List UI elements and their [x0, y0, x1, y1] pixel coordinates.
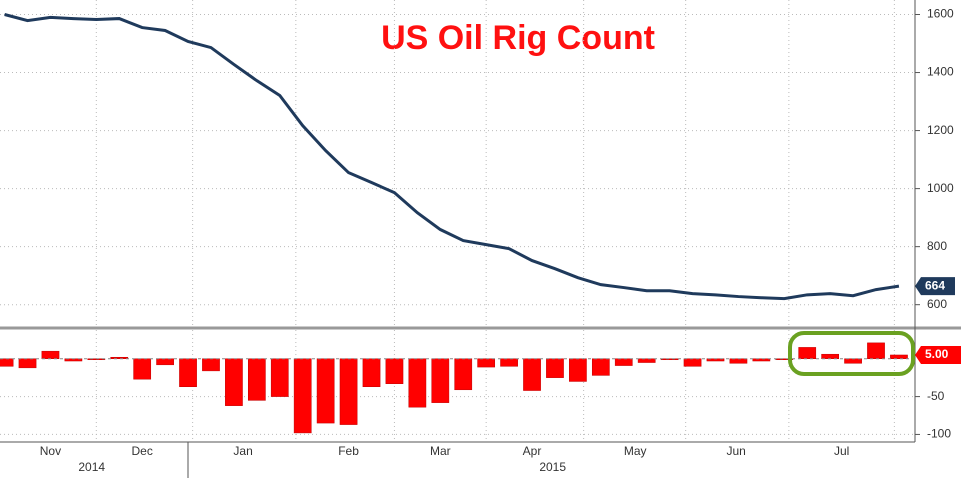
last-value-flag — [915, 277, 955, 296]
bar — [316, 358, 335, 424]
bar — [637, 358, 656, 363]
y-tick-label: 800 — [927, 239, 947, 253]
year-label: 2014 — [78, 460, 105, 474]
x-tick-label: Nov — [40, 444, 61, 458]
highlight-annotation — [788, 331, 915, 376]
x-tick-label: Jan — [233, 444, 252, 458]
x-tick-label: May — [624, 444, 647, 458]
bar — [18, 358, 37, 369]
bar — [225, 358, 243, 406]
x-tick-label: Jul — [834, 444, 849, 458]
bar — [729, 358, 748, 364]
x-tick-label: Mar — [430, 444, 451, 458]
bar — [867, 342, 885, 360]
bar — [683, 358, 702, 367]
bar — [110, 356, 129, 360]
bar — [339, 358, 358, 425]
chart-title: US Oil Rig Count — [381, 19, 655, 57]
bar — [202, 358, 220, 372]
y-tick-label: 1400 — [927, 65, 954, 79]
bar — [660, 358, 679, 361]
year-label: 2015 — [539, 460, 566, 474]
bar — [821, 353, 840, 360]
x-tick-label: Dec — [132, 444, 153, 458]
bar — [798, 347, 817, 360]
bar — [844, 358, 862, 364]
y-tick-label: 1600 — [927, 7, 954, 21]
line — [4, 13, 900, 301]
bar — [385, 358, 404, 384]
bar — [500, 358, 518, 367]
last-value-label: 664 — [925, 278, 945, 292]
bar — [614, 358, 633, 366]
bar — [523, 358, 541, 391]
bar — [569, 358, 587, 382]
last-value-label: 5.00 — [925, 347, 949, 361]
x-tick-label: Jun — [726, 444, 745, 458]
y-tick-label: -100 — [927, 427, 951, 441]
last-value-flag — [915, 345, 961, 364]
bar — [591, 358, 610, 376]
y-tick-label: 600 — [927, 297, 947, 311]
y-tick-label: 1000 — [927, 181, 954, 195]
bar — [293, 358, 312, 434]
bar — [752, 358, 771, 362]
bar — [133, 358, 152, 380]
bar — [179, 358, 197, 388]
bar — [156, 358, 174, 366]
bar — [247, 358, 266, 401]
bar — [362, 358, 381, 388]
bar — [41, 350, 60, 360]
y-tick-label: 1200 — [927, 123, 954, 137]
bar — [890, 354, 908, 360]
bar — [546, 358, 564, 378]
bar — [408, 358, 427, 408]
x-tick-label: Apr — [523, 444, 542, 458]
x-tick-label: Feb — [338, 444, 359, 458]
bar — [431, 358, 450, 403]
y-tick-label: -50 — [927, 389, 945, 403]
bar — [0, 358, 14, 367]
bar — [270, 358, 289, 397]
bar — [454, 358, 473, 391]
bar — [477, 358, 496, 368]
